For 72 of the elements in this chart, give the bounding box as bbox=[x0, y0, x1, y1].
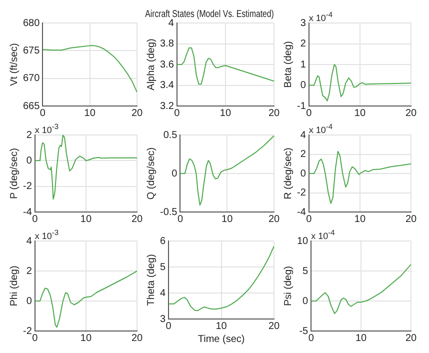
y-tick-label: 2 bbox=[300, 38, 306, 50]
y-axis-title: Psi (deg) bbox=[282, 266, 294, 306]
y-tick-label: 5 bbox=[302, 266, 309, 277]
y-tick-label: 0 bbox=[172, 168, 178, 180]
y-tick-label: 3.6 bbox=[160, 59, 174, 70]
y-tick-label: 0.5 bbox=[163, 130, 178, 141]
y-tick-label: 2 bbox=[26, 130, 32, 141]
x-tick-label: 20 bbox=[131, 332, 143, 344]
y-tick-label: 4 bbox=[160, 288, 166, 299]
y-axis-title: Theta (deg) bbox=[146, 254, 157, 306]
annotation: x 10$^{-3}$ bbox=[34, 122, 59, 135]
x-tick-label: 10 bbox=[222, 214, 234, 225]
y-axis-title: Q (deg/sec) bbox=[146, 147, 157, 200]
y-axis-title: Vt (ft/sec) bbox=[8, 43, 20, 86]
x-tick-label: 20 bbox=[268, 320, 280, 332]
y-tick-label: -2 bbox=[296, 188, 306, 198]
y-tick-label: 0 bbox=[26, 296, 32, 307]
y-tick-label: 3 bbox=[300, 18, 306, 29]
y-tick-label: 665 bbox=[22, 100, 40, 112]
y-axis-title: Alpha (deg) bbox=[146, 38, 157, 90]
y-axis-title: Phi (deg) bbox=[8, 266, 20, 306]
x-tick-label: 10 bbox=[354, 108, 366, 119]
y-tick-label: -2 bbox=[22, 326, 32, 337]
y-tick-label: 3.4 bbox=[160, 80, 174, 91]
y-tick-label: 0 bbox=[300, 168, 306, 180]
chart-title: Aircraft States (Model Vs. Estimated) bbox=[145, 8, 274, 19]
x-tick-label: 20 bbox=[405, 332, 417, 344]
y-tick-label: 4 bbox=[168, 18, 174, 29]
x-tick-label: 20 bbox=[131, 108, 143, 119]
y-axis-title: R (deg/sec) bbox=[282, 148, 294, 200]
x-tick-label: 10 bbox=[356, 332, 368, 344]
y-axis-title: Beta (deg) bbox=[282, 41, 294, 88]
y-tick-label: 0 bbox=[302, 296, 309, 307]
x-tick-label: 10 bbox=[80, 332, 92, 344]
annotation: x 10$^{-3}$ bbox=[34, 228, 59, 241]
x-tick-label: 20 bbox=[131, 214, 143, 225]
y-tick-label: -4 bbox=[22, 206, 32, 218]
y-tick-label: 3.8 bbox=[160, 38, 174, 50]
x-tick-label: 20 bbox=[405, 214, 417, 225]
x-tick-label: 10 bbox=[80, 214, 92, 225]
x-tick-label: 10 bbox=[220, 108, 232, 119]
x-tick-label: 20 bbox=[268, 108, 280, 119]
y-tick-label: 10 bbox=[297, 236, 309, 247]
y-tick-label: 6 bbox=[160, 236, 166, 247]
text: x 10$^{-4}$ bbox=[308, 122, 333, 135]
x-axis-title: Time (sec) bbox=[198, 334, 245, 345]
y-tick-label: 4 bbox=[26, 236, 32, 247]
y-tick-label: 3.2 bbox=[160, 100, 174, 112]
y-tick-label: 3 bbox=[160, 314, 166, 325]
y-tick-label: 2 bbox=[26, 266, 32, 277]
text: x 10$^{-4}$ bbox=[308, 10, 333, 23]
y-axis-title: P (deg/sec) bbox=[8, 148, 20, 199]
y-tick-label: 680 bbox=[22, 18, 40, 29]
y-tick-label: -1 bbox=[296, 100, 306, 112]
y-tick-label: 1 bbox=[300, 59, 306, 70]
y-tick-label: -5 bbox=[299, 326, 309, 337]
annotation: x 10$^{-4}$ bbox=[311, 228, 335, 241]
x-tick-label: 20 bbox=[268, 214, 280, 225]
y-tick-label: 4 bbox=[300, 130, 306, 141]
y-tick-label: -4 bbox=[296, 206, 306, 218]
y-tick-label: 675 bbox=[22, 45, 40, 56]
y-tick-label: 0 bbox=[300, 80, 306, 91]
y-tick-label: -0.5 bbox=[160, 206, 178, 218]
y-tick-label: 0 bbox=[26, 155, 32, 166]
y-tick-label: 5 bbox=[160, 262, 166, 273]
y-tick-label: 670 bbox=[22, 73, 40, 84]
x-tick-label: 10 bbox=[216, 320, 228, 332]
x-tick-label: 20 bbox=[405, 108, 417, 119]
x-tick-label: 10 bbox=[354, 214, 366, 225]
y-tick-label: 2 bbox=[300, 149, 306, 160]
y-tick-label: -2 bbox=[22, 181, 32, 192]
x-tick-label: 10 bbox=[84, 108, 96, 119]
